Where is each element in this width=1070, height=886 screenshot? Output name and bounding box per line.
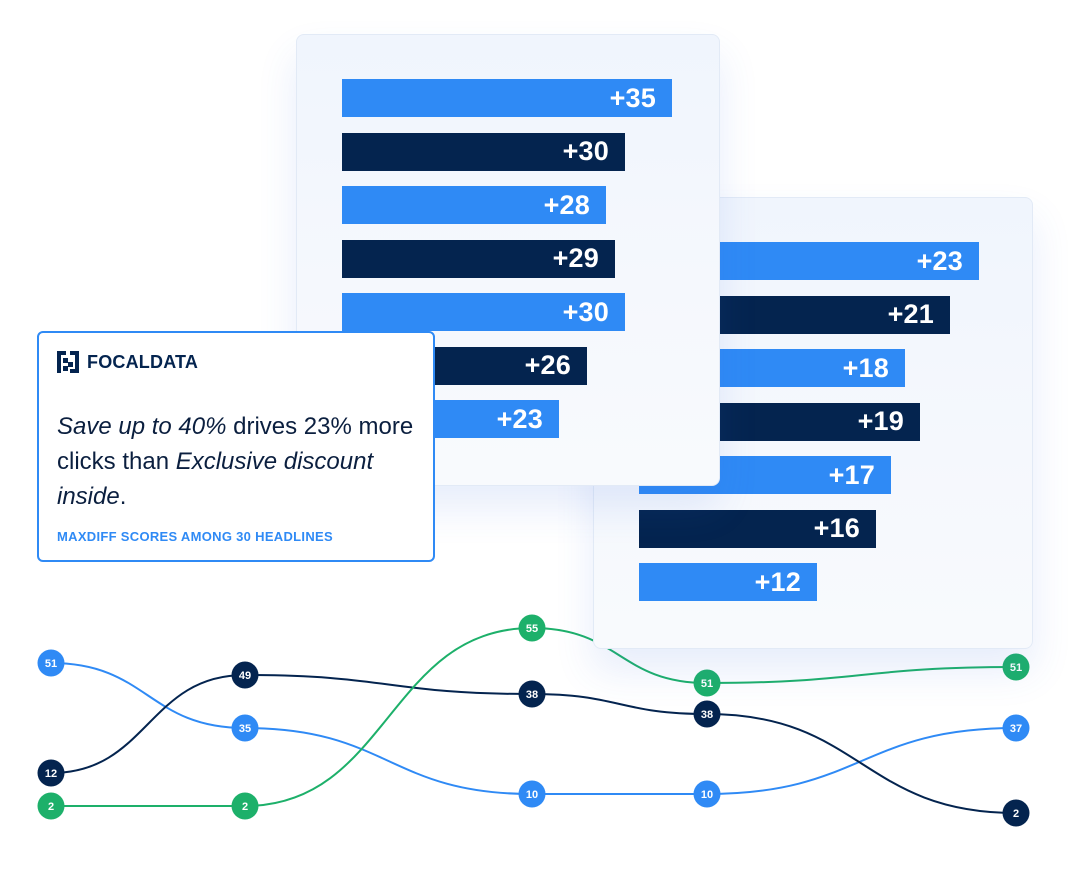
bump-point-dot: [518, 780, 546, 808]
left-panel-bar-label: +30: [562, 296, 609, 327]
right-panel-bar-label: +18: [842, 352, 889, 383]
right-panel-bar-label: +17: [828, 459, 875, 490]
right-panel-bar-label: +12: [754, 566, 801, 597]
bump-point-label: 51: [701, 678, 713, 690]
bump-point: 2: [231, 792, 259, 820]
right-panel-bar-label: +21: [887, 299, 934, 329]
bump-point-label: 51: [1010, 662, 1022, 674]
left-panel-bar: +30: [342, 132, 625, 171]
bump-point-label: 12: [45, 768, 57, 780]
bump-series-line: [51, 626, 1017, 808]
bump-point-dot: [37, 792, 65, 820]
bump-point-label: 2: [48, 801, 54, 813]
bump-point: 2: [37, 792, 65, 820]
insight-card: FOCALDATA Save up to 40% drives 23% more…: [37, 331, 435, 562]
brand: FOCALDATA: [57, 351, 198, 373]
bump-point: 38: [518, 680, 546, 708]
bump-point: 10: [693, 780, 721, 808]
bump-point-label: 37: [1010, 723, 1022, 735]
bump-point-dot: [518, 680, 546, 708]
bump-point-dot: [1002, 799, 1030, 827]
bump-point-label: 10: [526, 789, 538, 801]
bump-point-dot: [37, 759, 65, 787]
focaldata-logo-icon: [57, 351, 79, 373]
bump-point: 38: [693, 700, 721, 728]
bump-point-dot: [231, 714, 259, 742]
bump-point: 51: [693, 669, 721, 697]
left-panel-bar-label: +30: [562, 136, 609, 166]
bump-point: 35: [231, 714, 259, 742]
bump-point-label: 38: [701, 709, 713, 721]
headline-emphasis-2: Exclusive discount inside: [57, 448, 374, 510]
headline-emphasis-1: Save up to 40%: [57, 413, 227, 440]
bump-point: 10: [518, 780, 546, 808]
bump-point: 49: [231, 661, 259, 689]
bump-point-label: 51: [45, 658, 57, 670]
left-panel-bar: +29: [342, 239, 615, 278]
bump-point-label: 55: [526, 623, 538, 635]
bump-point-dot: [37, 649, 65, 677]
brand-name: FOCALDATA: [87, 351, 199, 372]
bump-point-dot: [693, 669, 721, 697]
bump-point-dot: [518, 614, 546, 642]
bump-point-label: 49: [239, 670, 251, 682]
headline-text-2: .: [119, 483, 127, 510]
bump-point-dot: [693, 700, 721, 728]
bump-point-dot: [1002, 714, 1030, 742]
left-panel-bar-label: +26: [524, 350, 571, 380]
bump-point: 51: [37, 649, 65, 677]
left-panel-bar-label: +29: [552, 243, 599, 273]
left-panel-bar-label: +28: [543, 189, 590, 220]
left-panel-bar: +30: [342, 293, 625, 331]
bump-point: 55: [518, 614, 546, 642]
headline: Save up to 40% drives 23% more clicks th…: [57, 409, 417, 514]
bump-point-label: 2: [1013, 808, 1019, 820]
left-panel-bar: +28: [342, 186, 606, 224]
left-panel-bar: +35: [342, 79, 672, 117]
right-panel-bar-label: +16: [813, 513, 860, 543]
subtitle: MAXDIFF SCORES AMONG 30 HEADLINES: [57, 529, 333, 544]
bump-point: 51: [1002, 653, 1030, 681]
right-panel-bar: +12: [639, 563, 817, 601]
bump-point: 12: [37, 759, 65, 787]
bump-point-dot: [231, 792, 259, 820]
bump-point: 37: [1002, 714, 1030, 742]
left-panel-bar-label: +35: [609, 82, 656, 113]
bump-point-dot: [1002, 653, 1030, 681]
bump-point-dot: [693, 780, 721, 808]
right-panel-bar-label: +19: [857, 406, 904, 436]
bump-point-label: 2: [242, 801, 248, 813]
headline-text-1: drives 23% more clicks than: [57, 413, 414, 475]
right-panel-bar-label: +23: [916, 245, 963, 276]
right-panel-bar: +16: [639, 509, 876, 548]
bump-point-label: 10: [701, 789, 713, 801]
bump-point-label: 38: [526, 689, 538, 701]
bump-point: 2: [1002, 799, 1030, 827]
left-panel-bar-label: +23: [496, 403, 543, 434]
bump-point-label: 35: [239, 723, 251, 735]
bump-point-dot: [231, 661, 259, 689]
